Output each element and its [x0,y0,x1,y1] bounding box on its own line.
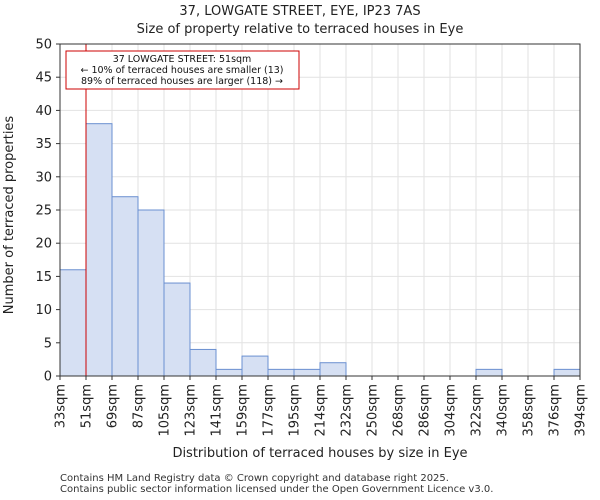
x-tick-label: 105sqm [158,384,173,437]
chart-title: 37, LOWGATE STREET, EYE, IP23 7AS [179,4,421,19]
x-tick-label: 214sqm [314,384,329,437]
bar-376sqm [553,368,581,377]
y-tick-label: 25 [35,204,52,219]
y-tick-label: 40 [35,104,52,119]
footer-line-2: Contains public sector information licen… [60,484,494,495]
bar-87sqm [137,209,165,377]
bar-105sqm [163,282,191,377]
chart-subtitle: Size of property relative to terraced ho… [136,22,464,37]
y-tick-label: 10 [35,303,52,318]
bar-177sqm [267,368,295,377]
x-tick-label: 141sqm [210,384,225,437]
x-tick-label: 33sqm [54,384,69,428]
x-axis-label: Distribution of terraced houses by size … [172,446,467,461]
y-tick-label: 35 [35,137,52,152]
y-tick-label: 0 [44,370,52,385]
bar-159sqm [241,355,269,377]
x-axis-ticks: 33sqm 51sqm 69sqm 87sqm 105sqm 123sqm 141sqm 15… [54,376,589,437]
annotation-line-3: 89% of terraced houses are larger (118) … [81,76,283,87]
x-tick-label: 340sqm [496,384,511,437]
y-tick-label: 15 [35,270,52,285]
x-tick-label: 358sqm [522,384,537,437]
x-tick-label: 177sqm [262,384,277,437]
x-tick-label: 250sqm [366,384,381,437]
bar-69sqm [111,196,139,377]
x-tick-label: 232sqm [340,384,355,437]
bar-141sqm [215,368,243,377]
y-tick-label: 20 [35,237,52,252]
x-tick-label: 286sqm [418,384,433,437]
y-tick-label: 45 [35,71,52,86]
x-tick-label: 195sqm [288,384,303,437]
y-axis-label: Number of terraced properties [2,116,17,315]
annotation-line-1: 37 LOWGATE STREET: 51sqm [113,54,252,65]
plot-frame [59,43,581,377]
bar-123sqm [189,348,217,377]
bar-195sqm [293,368,321,377]
x-tick-label: 123sqm [184,384,199,437]
x-tick-label: 394sqm [574,384,589,437]
x-tick-label: 376sqm [548,384,563,437]
bar-322sqm [475,368,503,377]
x-tick-label: 159sqm [236,384,251,437]
annotation-frame [65,50,300,90]
annotation-box: 37 LOWGATE STREET: 51sqm← 10% of terrace… [65,50,300,90]
bar-214sqm [319,362,347,377]
bar-33sqm [59,269,87,377]
x-tick-label: 51sqm [80,384,95,428]
y-tick-label: 5 [44,336,52,351]
x-tick-label: 87sqm [132,384,147,428]
x-tick-label: 304sqm [444,384,459,437]
y-tick-label: 30 [35,170,52,185]
annotation-line-2: ← 10% of terraced houses are smaller (13… [80,65,283,76]
y-axis-ticks: 0 5 10 15 20 25 30 35 40 45 50 [35,38,60,385]
x-tick-label: 69sqm [106,384,121,428]
bar-51sqm [85,123,113,377]
x-tick-label: 268sqm [392,384,407,437]
y-tick-label: 50 [35,38,52,53]
x-tick-label: 322sqm [470,384,485,437]
footer-line-1: Contains HM Land Registry data © Crown c… [60,473,449,484]
